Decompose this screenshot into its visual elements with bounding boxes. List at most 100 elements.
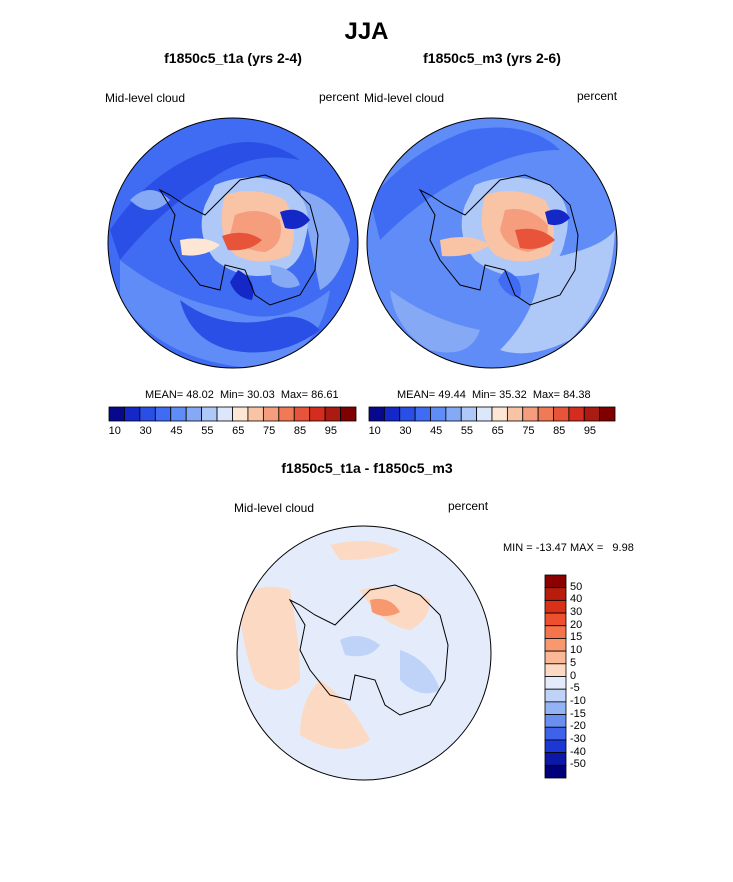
field-patch (180, 238, 220, 256)
colorbar-tick-label: 10 (108, 425, 121, 437)
field-patch (370, 127, 560, 240)
field-patch (300, 680, 370, 749)
colorbar-swatch (544, 650, 567, 665)
field-patch (270, 265, 300, 288)
colorbar-tick-label: -40 (570, 745, 586, 758)
colorbar-swatch (544, 612, 567, 627)
colorbar-tick-label: 30 (570, 606, 583, 619)
colorbar-swatch (262, 406, 280, 422)
min-label: Min= (471, 389, 497, 401)
colorbar-swatch (544, 764, 567, 779)
panel-diff-map (237, 526, 491, 780)
colorbar-tick-label: 75 (262, 425, 276, 437)
colorbar-swatch (544, 726, 567, 741)
colorbar-tick-label: 0 (570, 669, 577, 682)
panel-b-map (367, 118, 617, 368)
colorbar-swatch (340, 406, 357, 422)
colorbar-tick-label: 45 (430, 425, 443, 437)
colorbar-tick-label: 75 (522, 425, 535, 437)
colorbar-swatch (537, 406, 554, 422)
colorbar-swatch (544, 638, 567, 652)
field-patch (222, 232, 262, 251)
panel-diff-units-label: percent (448, 499, 489, 513)
field-patch (130, 190, 170, 210)
colorbar-swatch (383, 406, 401, 422)
colorbar-tick-label: 45 (170, 425, 183, 437)
panel-diff-title: f1850c5_t1a - f1850c5_m3 (281, 460, 453, 476)
colorbar-tick-label: -15 (570, 707, 586, 720)
colorbar-swatch (309, 406, 326, 422)
colorbar-swatch (232, 406, 249, 422)
colorbar-swatch (544, 714, 567, 728)
field-patch (400, 650, 440, 694)
max-value: 86.61 (311, 389, 339, 401)
colorbar-swatch (599, 406, 616, 422)
panel-b-map-border (366, 117, 618, 369)
field-patch (240, 586, 300, 690)
colorbar-swatch (544, 752, 567, 766)
colorbar-tick-label: -5 (570, 682, 580, 695)
field-patch (390, 290, 480, 353)
colorbar-swatch (544, 676, 567, 690)
panel-b-variable-label: Mid-level cloud (364, 91, 445, 105)
colorbar-swatch (185, 406, 203, 422)
colorbar-swatch (460, 406, 478, 422)
max-value: 84.38 (563, 389, 591, 401)
max-label: Max= (532, 389, 561, 401)
field-patch (340, 636, 380, 657)
colorbar-tick-label: 10 (368, 425, 381, 437)
colorbar-tick-label: -50 (570, 758, 586, 771)
panel-a-stats: MEAN= 48.02 Min= 30.03 Max= 86.61 (145, 389, 339, 401)
colorbar-swatch (553, 406, 570, 422)
panel-b-title: f1850c5_m3 (yrs 2-6) (423, 50, 561, 66)
colorbar-tick-label: 95 (583, 425, 597, 437)
colorbar-swatch (170, 406, 187, 422)
field-patch (498, 270, 521, 298)
colorbar-diff (544, 574, 567, 779)
colorbar-swatch (124, 406, 141, 422)
panel-a-units-label: percent (319, 90, 360, 104)
panel-diff-minmax: MIN = -13.47 MAX = 9.98 (503, 542, 634, 554)
panel-b-stats: MEAN= 49.44 Min= 35.32 Max= 84.38 (397, 389, 591, 401)
colorbar-swatch (506, 406, 524, 422)
colorbar-swatch (368, 406, 385, 422)
panel-diff-variable-label: Mid-level cloud (234, 501, 315, 515)
panel-b-units-label: percent (577, 89, 618, 103)
field-patch (500, 230, 615, 354)
colorbar-swatch (201, 406, 218, 422)
colorbar-swatch (544, 701, 567, 715)
colorbar-tick-label: -20 (570, 720, 586, 733)
colorbar-swatch (568, 406, 585, 422)
colorbar-swatch (544, 574, 567, 589)
colorbar-swatch (544, 599, 567, 614)
colorbar-swatch (108, 406, 125, 422)
colorbar-tick-label: 65 (491, 425, 504, 437)
colorbar-tick-label: 15 (570, 631, 583, 644)
field-patch (180, 300, 320, 353)
field-patch (440, 236, 490, 257)
colorbar-swatch (247, 406, 264, 422)
colorbar-swatch (414, 406, 431, 422)
colorbar-swatch (476, 406, 493, 422)
mean-label: MEAN= (397, 389, 436, 401)
colorbar-tick-label: 30 (139, 425, 152, 437)
colorbar-swatch (544, 739, 567, 754)
field-patch (370, 598, 400, 616)
colorbar-tick-label: 50 (570, 580, 583, 593)
mean-value: 48.02 (186, 389, 214, 401)
colorbar-swatch (544, 587, 567, 601)
colorbar-tick-label: -10 (570, 694, 586, 707)
panel-a-variable-label: Mid-level cloud (105, 91, 186, 105)
colorbar-tick-label: 55 (201, 425, 214, 437)
colorbar-swatch (324, 406, 341, 422)
colorbar-tick-label: 85 (293, 425, 307, 437)
panel-a-map (108, 118, 358, 368)
colorbar-swatch (154, 406, 172, 422)
panel-a-title: f1850c5_t1a (yrs 2-4) (164, 50, 302, 66)
colorbar-tick-label: 55 (460, 425, 474, 437)
field-patch (515, 228, 555, 249)
colorbar-tick-label: 65 (232, 425, 245, 437)
min-value: 30.03 (247, 389, 275, 401)
antarctica-coastline (288, 584, 449, 716)
